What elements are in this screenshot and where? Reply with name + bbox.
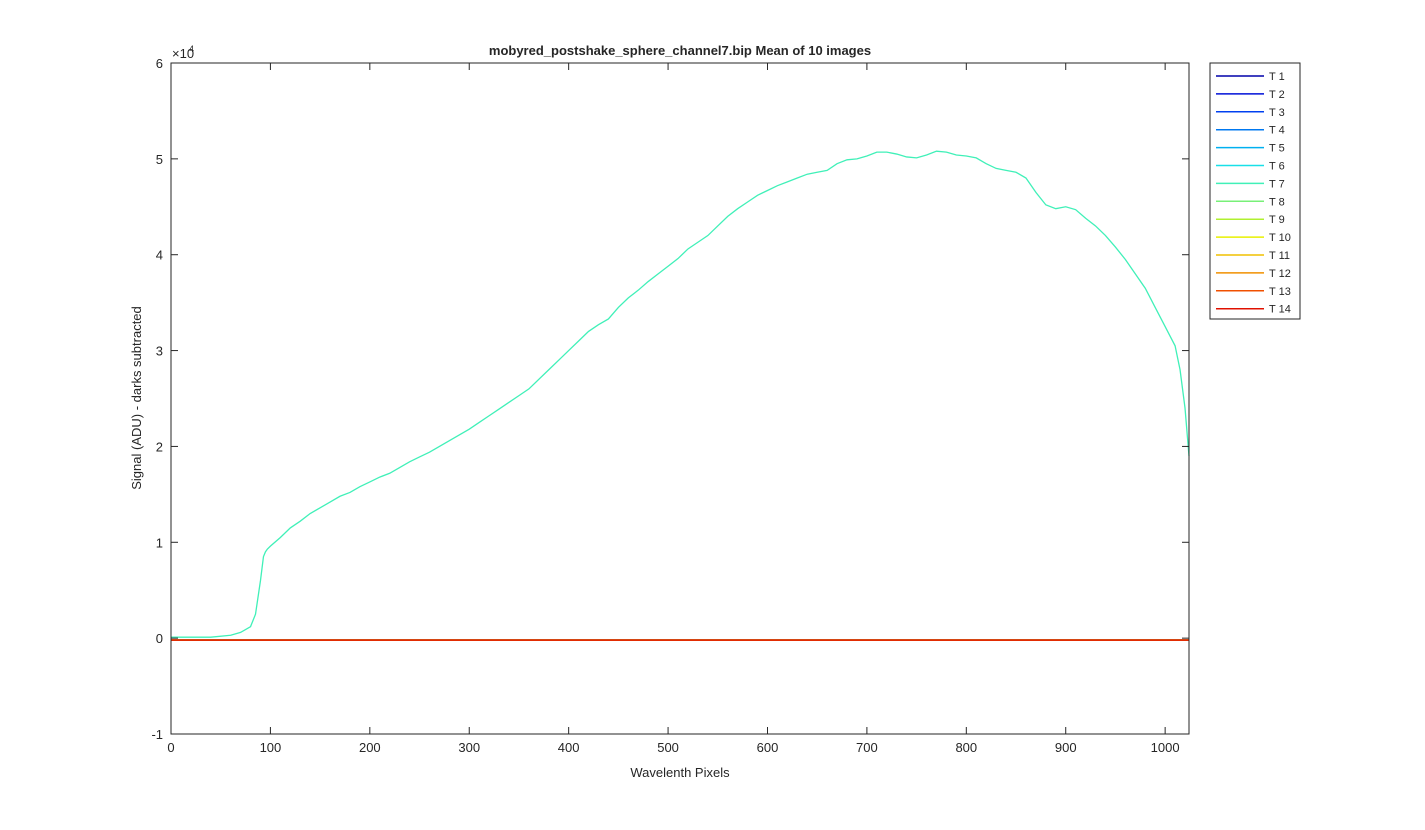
x-tick-label: 200	[359, 740, 381, 755]
legend-label: T 5	[1269, 143, 1285, 155]
legend-label: T 14	[1269, 304, 1291, 316]
x-tick-label: 0	[167, 740, 174, 755]
x-tick-label: 100	[260, 740, 282, 755]
y-exponent-power: 4	[189, 44, 194, 54]
legend-items: T 1 T 2 T 3 T 4 T 5 T 6 T 7 T 8 T 9 T 10 T 11 T 12 T…	[1216, 71, 1291, 316]
x-tick-label: 900	[1055, 740, 1077, 755]
x-tick-label: 1000	[1151, 740, 1180, 755]
x-tick-label: 700	[856, 740, 878, 755]
legend-label: T 1	[1269, 71, 1285, 83]
legend-label: T 6	[1269, 161, 1285, 173]
legend-label: T 9	[1269, 214, 1285, 226]
plot-box	[170, 62, 1190, 735]
x-axis: 0 100 200 300 400 500 600 700 800 900 1000	[167, 63, 1180, 755]
y-tick-label: 6	[156, 56, 163, 71]
legend-label: T 8	[1269, 196, 1285, 208]
series-line-7	[171, 150, 1190, 638]
x-tick-label: 800	[955, 740, 977, 755]
y-tick-label: 3	[156, 344, 163, 359]
chart-title: mobyred_postshake_sphere_channel7.bip Me…	[489, 43, 871, 58]
x-tick-label: 400	[558, 740, 580, 755]
plot-area	[171, 63, 1189, 734]
legend-box	[1209, 62, 1301, 320]
legend-label: T 11	[1269, 250, 1290, 262]
legend-label: T 7	[1269, 178, 1285, 190]
legend-label: T 4	[1269, 125, 1285, 137]
y-exponent: ×10 4	[172, 44, 194, 61]
x-axis-label: Wavelenth Pixels	[630, 765, 730, 780]
y-tick-label: 5	[156, 152, 163, 167]
y-exponent-base: ×10	[172, 46, 194, 61]
y-tick-label: 1	[156, 535, 163, 550]
y-tick-label: -1	[151, 727, 163, 742]
x-tick-label: 500	[657, 740, 679, 755]
legend: T 1 T 2 T 3 T 4 T 5 T 6 T 7 T 8 T 9 T 10 T 11 T 12 T…	[1209, 62, 1301, 320]
y-tick-label: 0	[156, 631, 163, 646]
x-tick-label: 300	[458, 740, 480, 755]
y-axis-label: Signal (ADU) - darks subtracted	[129, 306, 144, 490]
legend-label: T 13	[1269, 286, 1291, 298]
legend-label: T 10	[1269, 232, 1291, 244]
legend-label: T 2	[1269, 89, 1285, 101]
y-tick-label: 2	[156, 439, 163, 454]
legend-label: T 3	[1269, 107, 1285, 119]
legend-label: T 12	[1269, 268, 1291, 280]
y-tick-label: 4	[156, 248, 163, 263]
series-layer	[171, 150, 1190, 641]
y-axis: -1 0 1 2 3 4 5 6	[151, 56, 1189, 742]
x-tick-label: 600	[757, 740, 779, 755]
